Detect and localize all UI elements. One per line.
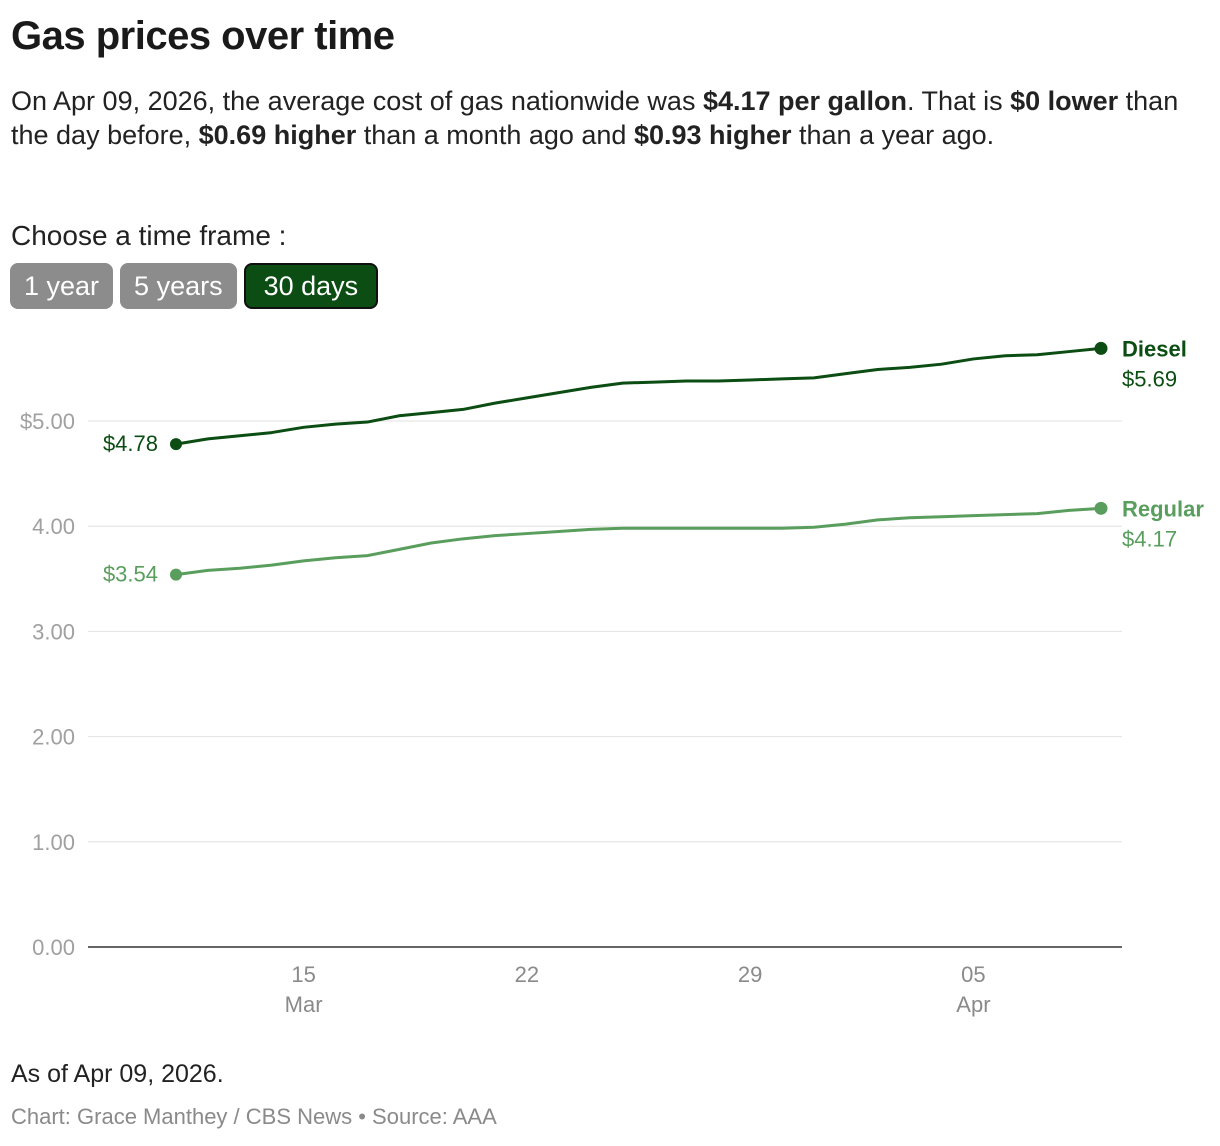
chart-subtitle: On Apr 09, 2026, the average cost of gas… <box>11 84 1201 152</box>
regular-start-point <box>170 568 182 581</box>
x-tick-month-label: Apr <box>956 992 990 1017</box>
diesel-series-line <box>174 346 1103 446</box>
subtitle-current-price: $4.17 per gallon <box>702 86 908 116</box>
y-tick-label: 4.00 <box>32 514 75 539</box>
timeframe-label: Choose a time frame : <box>11 220 287 251</box>
subtitle-year-change: $0.93 higher <box>633 120 792 150</box>
regular-series-name-label: Regular <box>1122 496 1204 521</box>
x-tick-label: 29 <box>738 962 762 987</box>
diesel-start-point <box>170 438 182 451</box>
chart-credit: Chart: Grace Manthey / CBS News • Source… <box>11 1104 497 1129</box>
timeframe-30-days-button[interactable]: 30 days <box>243 263 379 309</box>
diesel-start-label: $4.78 <box>103 431 158 456</box>
y-tick-label: 2.00 <box>32 725 75 750</box>
regular-series-line <box>174 506 1103 577</box>
subtitle-text: On Apr 09, 2026, the average cost of gas… <box>11 86 703 116</box>
x-tick-label: 22 <box>515 962 539 987</box>
as-of-note: As of Apr 09, 2026. <box>11 1060 224 1088</box>
subtitle-month-change: $0.69 higher <box>198 120 357 150</box>
regular-end-point <box>1094 501 1108 515</box>
chart-title: Gas prices over time <box>11 14 395 58</box>
diesel-series-name-label: Diesel <box>1122 336 1187 361</box>
y-tick-label: 1.00 <box>32 830 75 855</box>
y-tick-label: 3.00 <box>32 619 75 644</box>
subtitle-text: than a month ago and <box>356 120 634 150</box>
subtitle-text: than the day before, <box>11 86 1179 150</box>
subtitle-text: . That is <box>907 86 1011 116</box>
diesel-end-value-label: $5.69 <box>1122 366 1177 391</box>
subtitle-text: than a year ago. <box>791 120 995 150</box>
line-chart: 0.00 1.00 2.00 3.00 4.00 $5.00 15 Mar 22 29 05 Apr $… <box>20 336 1204 1017</box>
x-tick-month-label: Mar <box>285 992 323 1017</box>
timeframe-1-year-button[interactable]: 1 year <box>10 263 114 309</box>
timeframe-buttons: 1 year 5 years 30 days <box>10 263 379 309</box>
diesel-end-point <box>1094 341 1108 355</box>
y-tick-label: 0.00 <box>32 935 75 960</box>
y-tick-label: $5.00 <box>20 409 75 434</box>
timeframe-5-years-button[interactable]: 5 years <box>120 263 237 309</box>
regular-start-label: $3.54 <box>103 562 158 587</box>
x-tick-label: 05 <box>961 962 985 987</box>
subtitle-day-change: $0 lower <box>1010 86 1119 116</box>
x-tick-label: 15 <box>291 962 315 987</box>
regular-end-value-label: $4.17 <box>1122 526 1177 551</box>
